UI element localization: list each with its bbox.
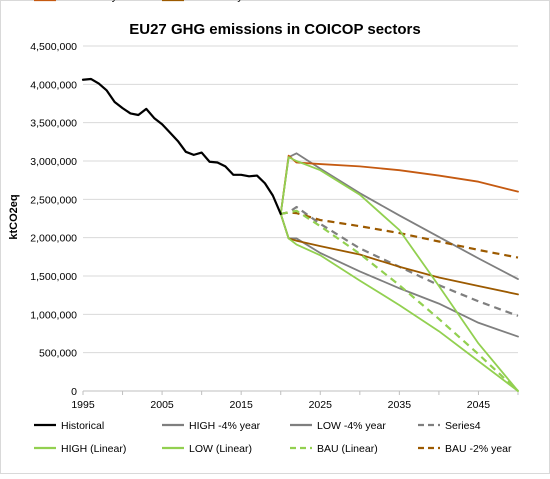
legend-item: HIGH -4% year [162, 420, 261, 432]
y-axis-label: ktCO2eq [8, 194, 20, 239]
x-tick-labels: 1995 2005 2015 2025 2035 2045 [71, 399, 490, 411]
legend-label: BAU -2% year [445, 443, 512, 455]
y-tick-labels: 0 500,000 1,000,000 1,500,000 2,000,000 2,500… [30, 41, 77, 398]
legend-label: LOW -2% year [189, 0, 258, 3]
legend-item: HIGH -2% year [34, 0, 133, 3]
series-line-bau-linear [280, 209, 519, 392]
gridlines [83, 45, 518, 354]
legend-item: Series4 [418, 420, 481, 432]
x-tick-label: 2025 [309, 399, 333, 411]
y-tick-label: 2,500,000 [30, 194, 77, 206]
y-tick-label: 4,500,000 [30, 41, 77, 53]
legend-item: LOW -2% year [162, 0, 258, 3]
legend-item: LOW (Linear) [162, 443, 252, 455]
series-lines [81, 77, 519, 392]
legend-item: LOW -4% year [290, 420, 386, 432]
legend-label: Historical [61, 420, 104, 432]
x-tick-label: 2035 [388, 399, 412, 411]
legend-label: BAU (Linear) [317, 443, 378, 455]
legend: Historical HIGH -4% year LOW -4% year Serie… [34, 0, 512, 455]
y-tick-label: 1,500,000 [30, 271, 77, 283]
y-tick-label: 1,000,000 [30, 309, 77, 321]
legend-label: HIGH (Linear) [61, 443, 126, 455]
x-tick-label: 1995 [71, 399, 95, 411]
y-tick-label: 2,000,000 [30, 233, 77, 245]
legend-item: BAU (Linear) [290, 443, 378, 455]
series-line-historical [81, 77, 282, 215]
series-line-series4 [280, 205, 519, 317]
legend-label: LOW -4% year [317, 420, 386, 432]
legend-item: HIGH (Linear) [34, 443, 126, 455]
series-line-low-linear [279, 213, 519, 392]
x-tick-label: 2005 [150, 399, 174, 411]
legend-item: BAU -2% year [418, 443, 512, 455]
x-tick-label: 2015 [230, 399, 254, 411]
legend-label: Series4 [445, 420, 481, 432]
series-line-high-4-year [279, 152, 519, 280]
y-tick-label: 3,000,000 [30, 156, 77, 168]
chart-title: EU27 GHG emissions in COICOP sectors [129, 21, 421, 38]
legend-label: HIGH -2% year [61, 0, 133, 3]
y-tick-label: 3,500,000 [30, 118, 77, 130]
y-tick-label: 0 [71, 386, 77, 398]
x-tick-label: 2045 [467, 399, 491, 411]
legend-item: Historical [34, 420, 104, 432]
y-tick-label: 500,000 [39, 348, 77, 360]
series-line-high-linear [279, 156, 519, 392]
series-line-low-2-year [279, 213, 519, 296]
y-tick-label: 4,000,000 [30, 79, 77, 91]
legend-label: LOW (Linear) [189, 443, 252, 455]
legend-label: HIGH -4% year [189, 420, 261, 432]
